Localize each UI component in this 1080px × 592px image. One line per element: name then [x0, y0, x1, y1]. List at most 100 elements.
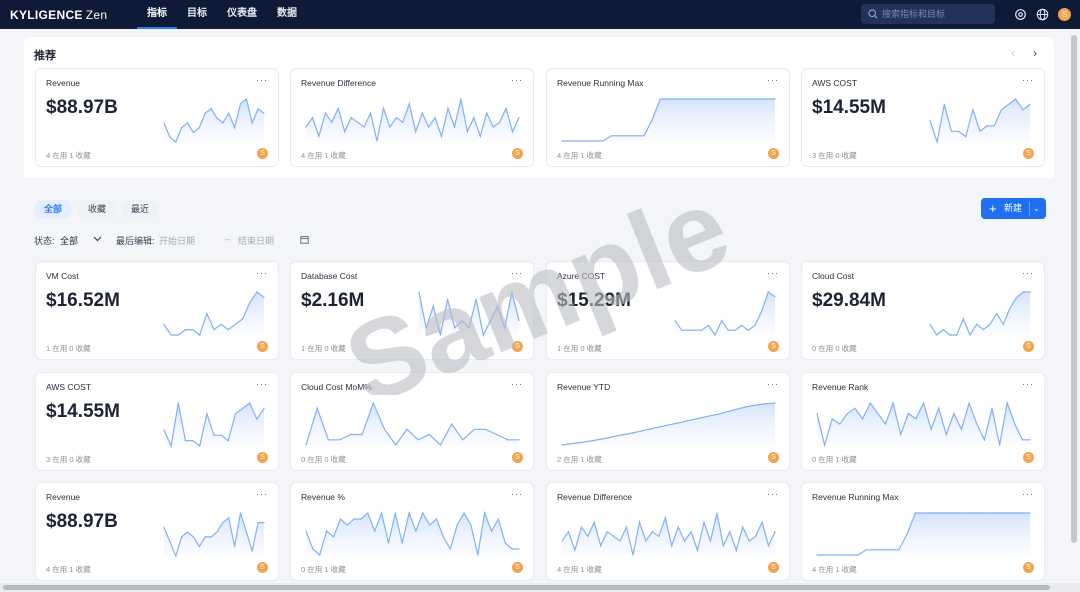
sparkline-point [439, 334, 441, 336]
sparkline-point [234, 127, 236, 129]
chevron-down-icon[interactable]: ⌄ [1033, 204, 1040, 213]
metric-card[interactable]: Revenue YTD ··· 2 在用 1 收藏 S [546, 372, 790, 471]
horizontal-scrollbar[interactable] [3, 585, 1050, 590]
metric-card[interactable]: Azure COST ··· $15.29M 1 在用 0 收藏 S [546, 261, 790, 360]
nav-tab-dashboards[interactable]: 仪表盘 [227, 8, 257, 19]
sparkline-chart [929, 98, 1031, 145]
metric-name: Database Cost [301, 271, 358, 281]
status-select[interactable]: 全部 [60, 236, 79, 246]
status-chevron-icon[interactable] [93, 236, 102, 242]
sparkline-point [1029, 439, 1031, 441]
sparkline-point [210, 536, 212, 538]
metric-card[interactable]: Revenue % ··· 0 在用 1 收藏 S [290, 482, 534, 581]
more-options-icon[interactable]: ··· [511, 379, 523, 389]
sparkline-point [381, 512, 383, 514]
more-options-icon[interactable]: ··· [256, 75, 268, 85]
start-date-input[interactable]: 开始日期 [159, 236, 196, 246]
sparkline-point [429, 524, 431, 526]
user-avatar[interactable]: S [1058, 8, 1071, 21]
sparkline-point [976, 423, 978, 425]
app-logo[interactable]: KYLIGENCE Zen [10, 7, 108, 22]
metric-card[interactable]: Revenue ··· $88.97B 4 在用 1 收藏 S [35, 68, 279, 167]
metric-card[interactable]: AWS COST ··· $14.55M 3 在用 0 收藏 S [35, 372, 279, 471]
more-options-icon[interactable]: ··· [511, 268, 523, 278]
more-options-icon[interactable]: ··· [1022, 268, 1034, 278]
sparkline-point [449, 548, 451, 550]
sparkline-point [577, 140, 579, 142]
sparkline-point [204, 112, 206, 114]
sparkline-point [673, 423, 675, 425]
sparkline-point [945, 433, 947, 436]
sparkline-point [350, 117, 352, 119]
metric-card[interactable]: Database Cost ··· $2.16M 1 在用 0 收藏 S [290, 261, 534, 360]
settings-icon[interactable] [1014, 8, 1027, 21]
more-options-icon[interactable]: ··· [511, 75, 523, 85]
sparkline-point [950, 130, 952, 132]
more-options-icon[interactable]: ··· [767, 75, 779, 85]
calendar-icon[interactable] [300, 235, 309, 244]
metric-card[interactable]: Cloud Cost MoM% ··· 0 在用 0 收藏 S [290, 372, 534, 471]
sparkline-point [432, 305, 434, 307]
metric-card[interactable]: VM Cost ··· $16.52M 1 在用 0 收藏 S [35, 261, 279, 360]
nav-tab-data[interactable]: 数据 [277, 8, 297, 19]
sparkline-point [435, 518, 438, 520]
new-metric-button[interactable]: + 新建 ⌄ [981, 198, 1046, 219]
sparkline-point [1022, 291, 1024, 293]
next-page-button[interactable]: › [1033, 46, 1037, 60]
sparkline-line [163, 97, 265, 143]
sparkline-point [518, 320, 520, 322]
more-options-icon[interactable]: ··· [256, 379, 268, 389]
globe-icon[interactable] [1036, 8, 1049, 21]
metric-card[interactable]: Revenue Difference ··· 4 在用 1 收藏 S [546, 482, 790, 581]
metric-card[interactable]: Revenue Running Max ··· 4 在用 1 收藏 S [546, 68, 790, 167]
metric-card[interactable]: Cloud Cost ··· $29.84M 0 在用 0 收藏 S [801, 261, 1045, 360]
metric-card[interactable]: AWS COST ··· $14.55M 3 在用 0 收藏 S [801, 68, 1045, 167]
sparkline-point [511, 131, 514, 133]
more-options-icon[interactable]: ··· [1022, 489, 1034, 499]
sparkline-point [748, 540, 750, 542]
more-options-icon[interactable]: ··· [767, 268, 779, 278]
sparkline-point [505, 107, 507, 109]
nav-tab-metrics[interactable]: 指标 [137, 0, 177, 29]
sparkline-point [729, 410, 731, 412]
more-options-icon[interactable]: ··· [256, 489, 268, 499]
metric-card[interactable]: Revenue ··· $88.97B 4 在用 1 收藏 S [35, 482, 279, 581]
sparkline-chart [163, 97, 265, 143]
metric-card[interactable]: Revenue Rank ··· 0 在用 1 收藏 S [801, 372, 1045, 471]
tab-all[interactable]: 全部 [34, 200, 73, 219]
sparkline-point [676, 98, 678, 100]
sparkline-point [357, 121, 359, 123]
sparkline-point [707, 324, 709, 326]
sparkline-point [740, 407, 742, 409]
more-options-icon[interactable]: ··· [256, 268, 268, 278]
metric-name: VM Cost [46, 271, 79, 281]
more-options-icon[interactable]: ··· [511, 489, 523, 499]
tab-recent[interactable]: 最近 [121, 200, 160, 219]
sparkline-point [263, 407, 265, 409]
vertical-scrollbar[interactable] [1071, 35, 1077, 543]
sparkline-point [651, 428, 653, 430]
sparkline-point [518, 548, 520, 550]
more-options-icon[interactable]: ··· [1022, 75, 1034, 85]
nav-tab-goals[interactable]: 目标 [187, 8, 207, 19]
more-options-icon[interactable]: ··· [767, 489, 779, 499]
sparkline-point [674, 320, 676, 322]
tab-favorites[interactable]: 收藏 [78, 200, 117, 219]
sparkline-point [184, 440, 186, 442]
sparkline-point [181, 536, 183, 538]
metric-card[interactable]: Revenue Running Max ··· 4 在用 1 收藏 S [801, 482, 1045, 581]
sparkline-point [496, 433, 498, 436]
sparkline-point [733, 98, 735, 100]
end-date-input[interactable]: 结束日期 [238, 236, 275, 246]
search-input[interactable] [882, 9, 987, 19]
sparkline-point [947, 512, 949, 514]
more-options-icon[interactable]: ··· [767, 379, 779, 389]
sparkline-point [324, 112, 326, 114]
sparkline-point [463, 512, 465, 514]
metric-card[interactable]: Revenue Difference ··· 4 在用 1 收藏 S [290, 68, 534, 167]
more-options-icon[interactable]: ··· [1022, 379, 1034, 389]
sparkline-point [327, 439, 329, 441]
prev-page-button[interactable]: ‹ [1011, 46, 1015, 60]
search-box[interactable] [861, 4, 995, 24]
